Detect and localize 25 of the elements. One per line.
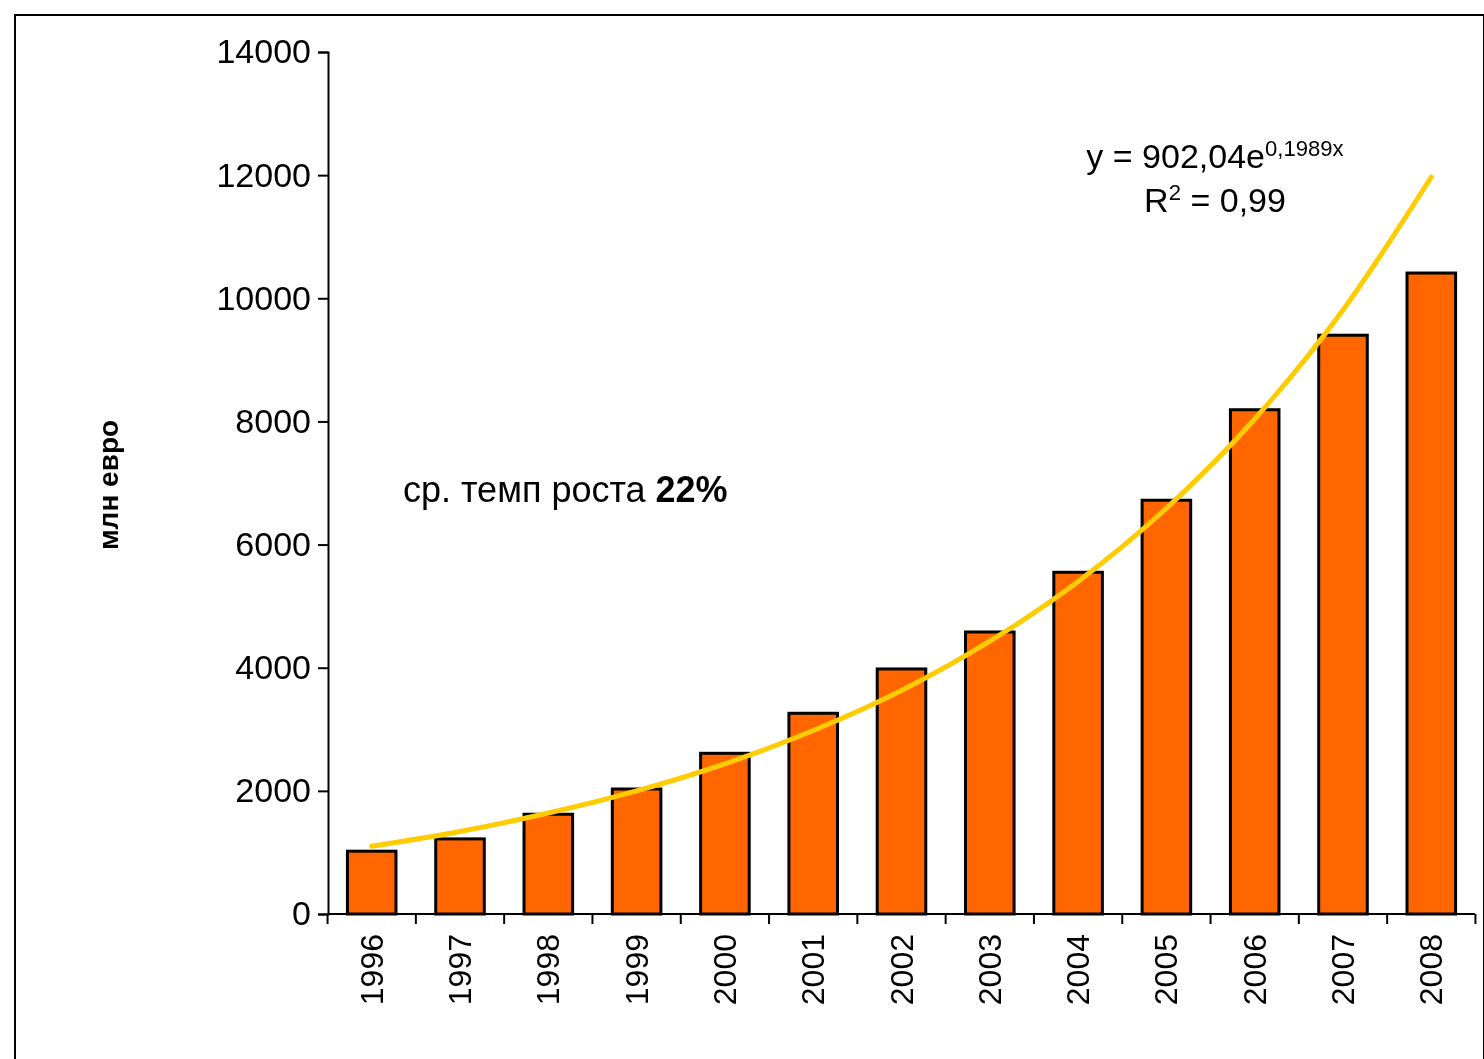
x-tick-label: 2005	[1148, 934, 1185, 1006]
x-tick-label: 2001	[795, 934, 832, 1006]
x-tick-label: 1999	[618, 934, 655, 1006]
annotation: y = 902,04e$^{0,1989x}$	[1086, 135, 1344, 175]
y-tick-label: 12000	[216, 155, 311, 194]
x-tick-label: 2008	[1413, 934, 1450, 1006]
x-tick-label: 1997	[442, 934, 479, 1006]
x-tick-label: 1998	[530, 934, 567, 1006]
x-tick-label: 1996	[353, 934, 390, 1006]
x-tick-label: 2006	[1236, 934, 1273, 1006]
y-tick-label: 10000	[216, 278, 311, 317]
y-tick-label: 2000	[235, 771, 311, 810]
x-tick-label: 2004	[1060, 934, 1097, 1006]
y-axis-title: млн евро	[92, 419, 124, 551]
x-tick-label: 2000	[706, 934, 743, 1006]
y-tick-label: 6000	[235, 524, 311, 563]
annotation: ср. темп роста 22%	[403, 469, 728, 510]
y-tick-label: 8000	[235, 401, 311, 440]
x-tick-label: 2003	[971, 934, 1008, 1006]
y-tick-label: 4000	[235, 648, 311, 687]
annotation: R$^{2}$ = 0,99	[1144, 179, 1286, 219]
y-tick-label: 0	[292, 894, 311, 933]
x-tick-label: 2002	[883, 934, 920, 1006]
x-tick-label: 2007	[1324, 934, 1361, 1006]
y-tick-label: 14000	[216, 32, 311, 71]
